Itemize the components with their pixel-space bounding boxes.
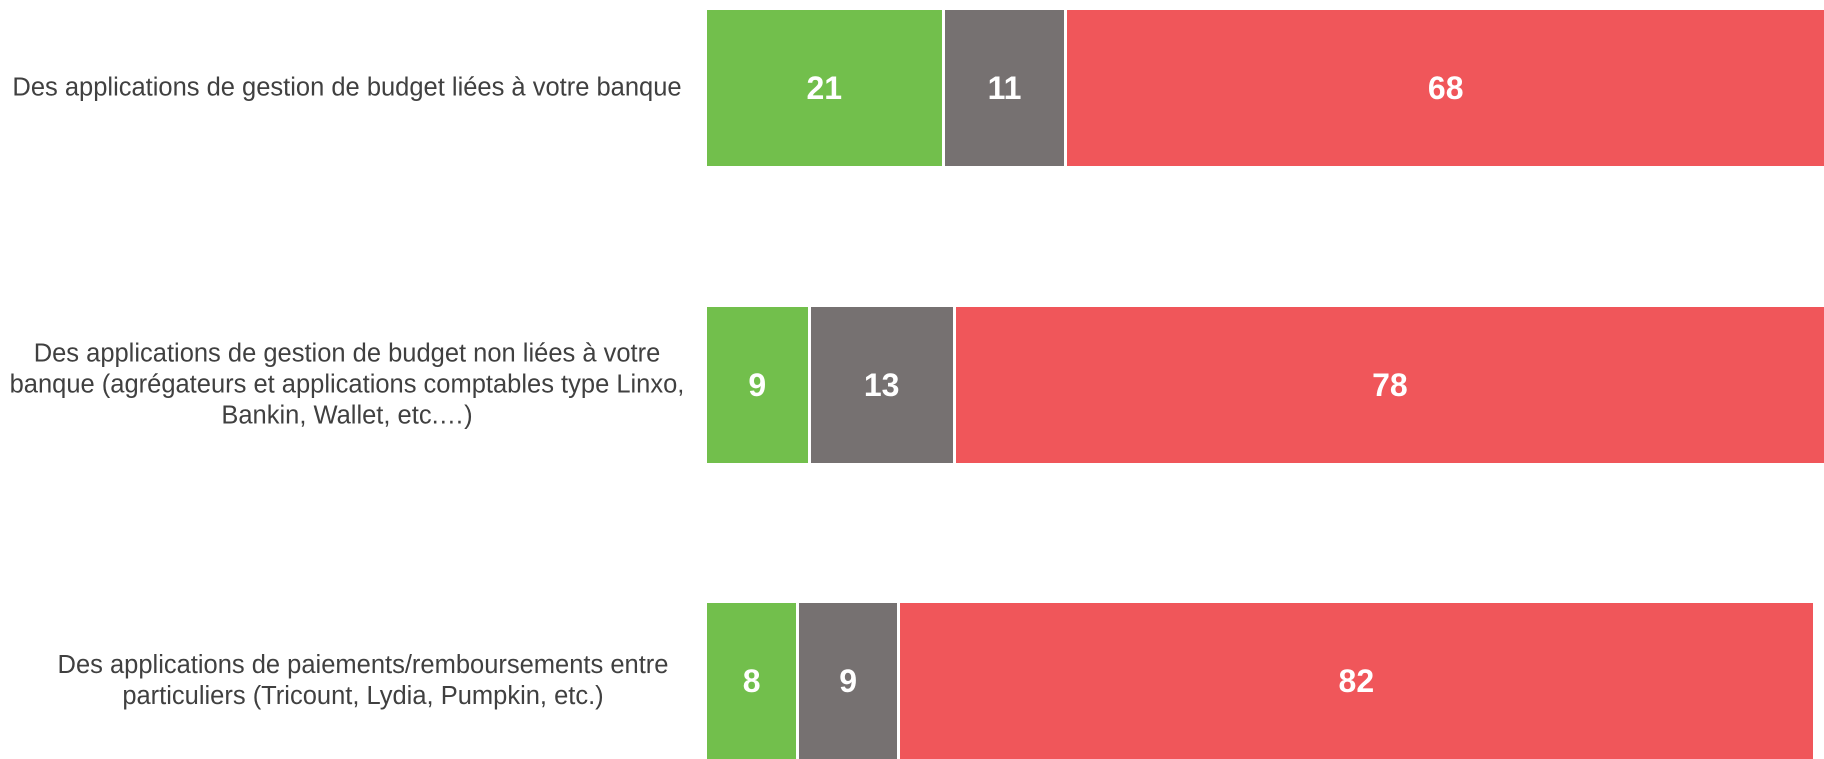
value-label: 8	[742, 662, 761, 699]
bar-segment: 11	[941, 10, 1065, 166]
value-label: 13	[863, 366, 900, 403]
bar-segment: 9	[707, 307, 808, 463]
bar-segment: 82	[896, 603, 1813, 759]
value-label: 9	[839, 662, 858, 699]
bar-segment: 78	[952, 307, 1824, 463]
category-label: Des applications de gestion de budget li…	[12, 73, 682, 102]
value-label: 82	[1338, 662, 1375, 699]
value-label: 9	[748, 366, 767, 403]
value-label: 78	[1372, 366, 1408, 403]
category-label: Des applications de paiements/remboursem…	[57, 651, 669, 710]
value-label: 68	[1427, 69, 1464, 106]
value-label: 21	[806, 69, 843, 106]
bar-segment: 9	[796, 603, 897, 759]
bar-segment: 13	[807, 307, 953, 463]
value-label: 11	[987, 69, 1022, 106]
bar-segment: 68	[1064, 10, 1824, 166]
category-label: Des applications de gestion de budget no…	[9, 339, 685, 430]
bar-segment: 8	[707, 603, 797, 759]
bar-segment: 21	[707, 10, 942, 166]
